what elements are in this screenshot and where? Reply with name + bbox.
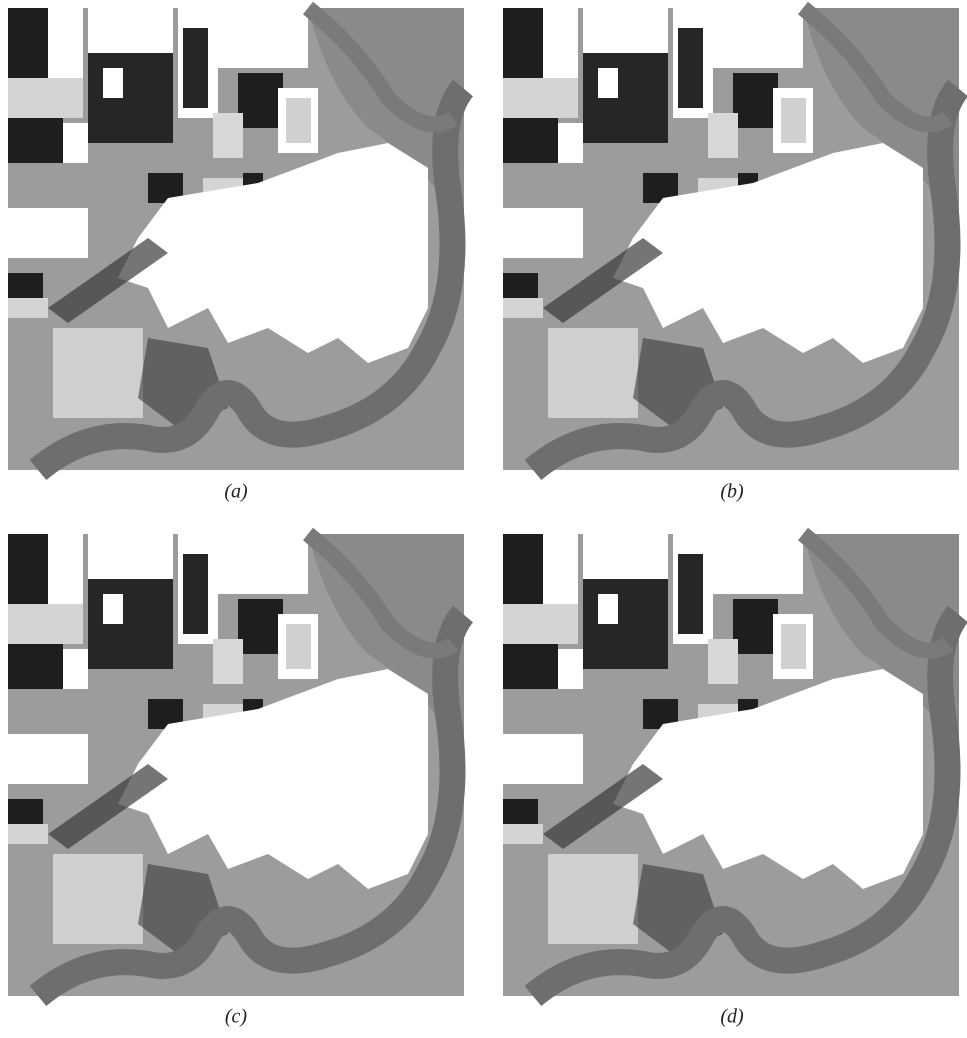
map-image bbox=[503, 8, 959, 470]
panel-d: (d) bbox=[503, 534, 959, 1028]
map-image bbox=[8, 534, 464, 996]
panel-b: (b) bbox=[503, 8, 959, 503]
map-image bbox=[8, 8, 464, 470]
caption: (c) bbox=[225, 1006, 248, 1028]
caption: (a) bbox=[224, 481, 248, 503]
panel-a: (a) bbox=[8, 8, 464, 503]
caption: (b) bbox=[720, 481, 744, 503]
caption: (d) bbox=[720, 1006, 744, 1028]
panel-c: (c) bbox=[8, 534, 464, 1028]
map-image bbox=[503, 534, 959, 996]
